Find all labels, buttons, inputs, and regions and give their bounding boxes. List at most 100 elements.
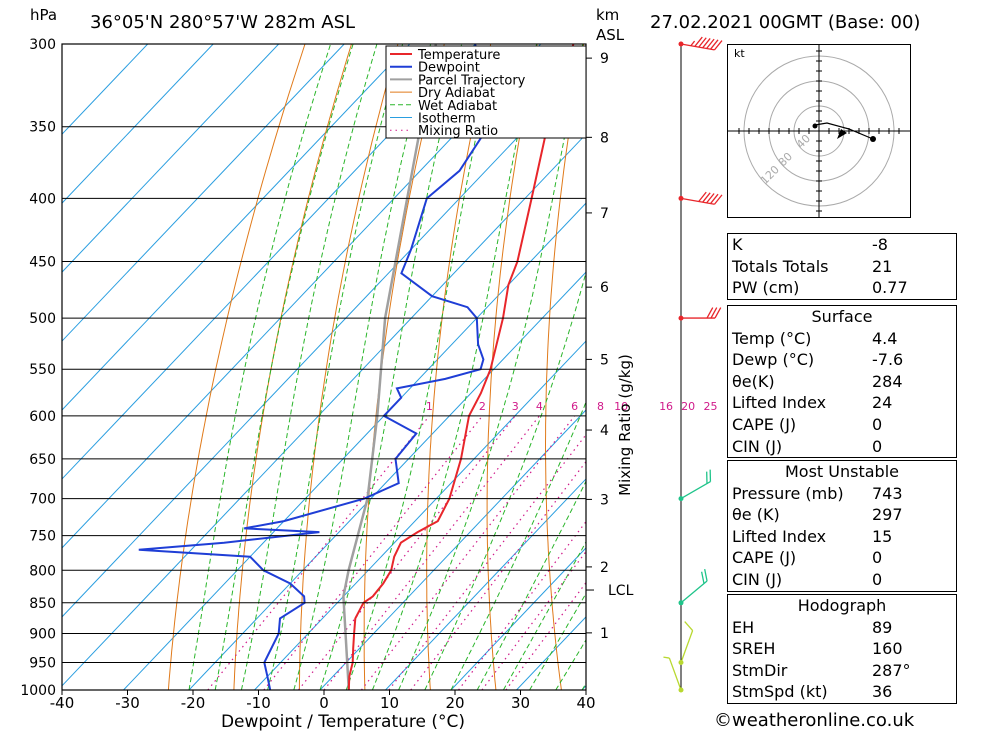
wind-barb [678,569,708,606]
datetime: 27.02.2021 00GMT (Base: 00) [650,12,921,33]
mixing-ratio-line [207,415,430,690]
row-label: CIN (J) [732,569,783,589]
row-label: Temp (°C) [732,328,812,348]
isotherm-line [62,44,542,549]
wind-barb-half-flag [663,656,670,659]
table-row: Temp (°C) 4.4 [728,328,956,350]
isotherm-line [62,44,149,135]
row-label: Totals Totals [732,256,829,276]
pressure-tick-label: 900 [29,626,56,642]
wind-barb-flag [706,38,715,49]
pressure-tick-label: 400 [29,191,56,207]
x-tick-label: -20 [181,694,206,712]
table-title: Hodograph [797,596,887,615]
table-title: Most Unstable [785,462,899,481]
wind-barb [678,621,694,665]
wind-barb-flag [698,37,707,48]
wind-barb-flag [710,39,719,50]
isotherm-line [62,133,586,687]
wind-barb-flag [710,307,718,319]
row-value: -8 [872,235,888,254]
row-value: 0.77 [872,278,908,298]
wind-barb-flag [706,193,715,204]
wet-adiabat-line [502,540,586,690]
wind-barb-flag [706,307,714,319]
dewpoint-line [138,44,490,690]
table-row: Totals Totals 21 [728,256,956,278]
wet-adiabat-line [240,44,378,690]
height-tick-label: 2 [600,560,609,576]
pressure-tick-label: 800 [29,563,56,579]
isotherm-line [123,202,586,690]
dry-adiabat-line [545,44,585,690]
wind-barb-shaft [668,657,682,691]
row-value: 4.4 [872,328,898,348]
legend-label: Dry Adiabat [418,86,495,101]
wet-adiabat-line [293,44,432,690]
pressure-tick-label: 850 [29,596,56,612]
height-tick-label: 7 [600,206,609,222]
x-tick-label: 30 [511,694,530,712]
wet-adiabat-line [371,44,538,690]
legend-label: Temperature [417,48,500,63]
table-row: CAPE (J) 0 [728,547,956,569]
row-value: 743 [872,483,903,503]
table-row: K -8 [728,234,956,256]
row-value: 297 [872,505,903,525]
pressure-tick-label: 700 [29,492,56,508]
table-row: θe (K) 297 [728,504,956,526]
x-tick-label: 40 [576,694,595,712]
height-tick-label: 5 [600,352,609,368]
wind-barb-flag [713,40,723,51]
row-value: 0 [872,548,883,568]
row-value: 89 [872,617,893,637]
row-label: SREH [732,639,776,659]
legend-label: Wet Adiabat [418,99,497,114]
wind-barb-flag [694,36,703,47]
wind-barb-flag [702,192,711,203]
wind-barb-flag [684,621,694,631]
plot-frame [61,43,587,691]
mixing-ratio-line [505,581,586,690]
row-value: 15 [872,526,893,546]
mixing-ratio-label: 20 [681,400,695,413]
wind-barb-half-flag [690,40,696,47]
x-axis-label: Dewpoint / Temperature (°C) [221,712,465,732]
table-row: Lifted Index 15 [728,526,956,548]
x-tick-label: -30 [115,694,140,712]
pressure-tick-label: 450 [29,255,56,271]
row-value: 0 [872,569,883,589]
copyright: ©weatheronline.co.uk [714,710,915,731]
mixing-ratio-axis-label: Mixing Ratio (g/kg) [616,354,634,496]
wind-barb-shaft [680,43,715,51]
wind-barb [678,36,723,51]
wind-barb-shaft [680,580,708,604]
row-label: K [732,235,743,254]
wind-barb-flag [710,193,719,204]
row-label: θe (K) [732,505,780,525]
isotherm-line [62,44,214,204]
wind-barb-flag [704,569,708,582]
pressure-tick-label: 550 [29,362,56,378]
wet-adiabat-line [188,44,332,690]
isotherm-line [62,44,280,273]
hodograph-table: Hodograph EH 89 SREH 160 StmDir 287° StmSpd (kt… [727,594,957,704]
pressure-tick-label: 650 [29,452,56,468]
table-row: Pressure (mb) 743 [728,483,956,505]
row-label: θe(K) [732,371,775,391]
legend-label: Parcel Trajectory [418,73,526,88]
pressure-tick-label: 950 [29,655,56,671]
table-row: Dewp (°C) -7.6 [728,349,956,371]
row-value: 0 [872,414,883,434]
surface-table: Surface Temp (°C) 4.4 Dewp (°C) -7.6 θe(K) 284… [727,305,957,459]
hodo-start-dot [812,123,818,129]
wind-barb [678,469,712,502]
row-label: StmDir [732,660,788,680]
x-tick-label: -10 [246,694,271,712]
table-row: SREH 160 [728,638,956,660]
pressure-tick-label: 500 [29,311,56,327]
pressure-unit: hPa [30,6,58,24]
isotherm-line [62,44,411,411]
row-label: EH [732,617,755,637]
